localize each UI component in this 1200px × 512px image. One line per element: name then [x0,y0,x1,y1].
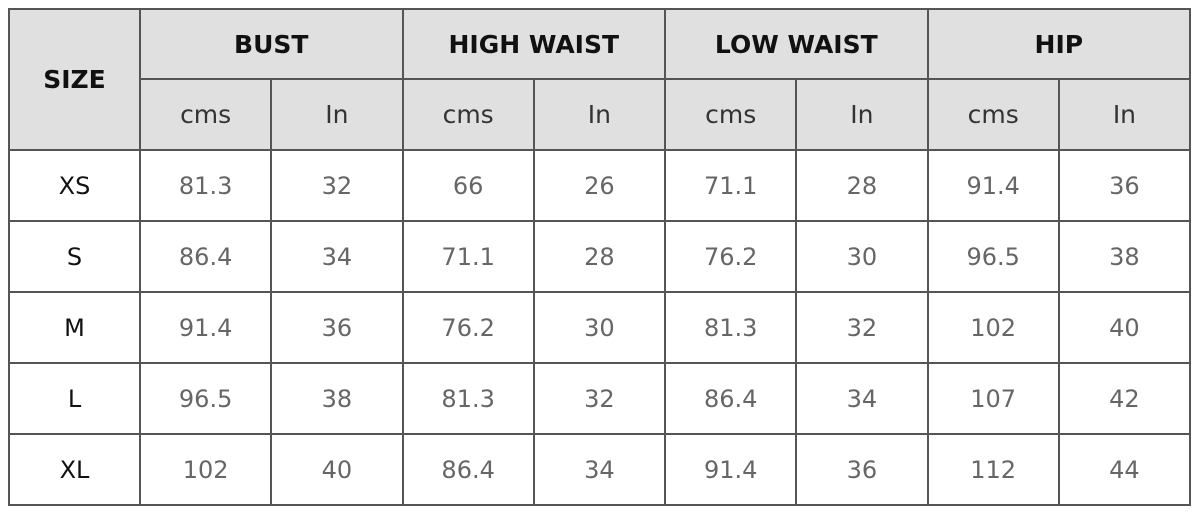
measure-cell: 30 [532,291,667,364]
measure-cell: 107 [926,362,1060,435]
measure-cell: 91.4 [138,291,273,364]
unit-header: In [270,78,404,151]
measure-cell: 30 [795,220,929,293]
table-row: S 86.4 34 71.1 28 76.2 30 96.5 38 [8,220,1192,293]
measure-cell: 44 [1057,433,1192,506]
size-cell: XS [8,149,141,222]
measure-cell: 32 [532,362,667,435]
measure-cell: 32 [795,291,929,364]
measure-cell: 81.3 [401,362,535,435]
size-cell: S [8,220,141,293]
measure-cell: 86.4 [138,220,273,293]
size-cell: XL [8,433,141,506]
measure-cell: 66 [401,149,535,222]
measure-cell: 26 [532,149,667,222]
measure-cell: 42 [1057,362,1192,435]
measure-cell: 96.5 [138,362,273,435]
unit-header: In [1057,78,1192,151]
measure-cell: 96.5 [926,220,1060,293]
measure-cell: 28 [795,149,929,222]
measure-cell: 34 [270,220,404,293]
measure-cell: 76.2 [664,220,798,293]
measure-cell: 38 [1057,220,1192,293]
measure-cell: 102 [926,291,1060,364]
measure-cell: 91.4 [926,149,1060,222]
measure-cell: 32 [270,149,404,222]
measure-cell: 86.4 [401,433,535,506]
table-row: XS 81.3 32 66 26 71.1 28 91.4 36 [8,149,1192,222]
group-header: HIP [926,8,1192,80]
measure-cell: 86.4 [664,362,798,435]
unit-header: In [532,78,667,151]
unit-header: cms [401,78,535,151]
measure-cell: 81.3 [664,291,798,364]
size-cell: L [8,362,141,435]
size-chart: SIZE BUST HIGH WAIST LOW WAIST HIP cms In cms I… [8,8,1192,506]
measure-cell: 36 [270,291,404,364]
size-header: SIZE [8,8,141,151]
table-body: XS 81.3 32 66 26 71.1 28 91.4 36 S 86.4 34 71.1 28 76.… [8,149,1192,506]
table-row: M 91.4 36 76.2 30 81.3 32 102 40 [8,291,1192,364]
measure-cell: 91.4 [664,433,798,506]
measure-cell: 76.2 [401,291,535,364]
measure-cell: 36 [1057,149,1192,222]
group-header: HIGH WAIST [401,8,667,80]
group-header: LOW WAIST [664,8,929,80]
group-header: BUST [139,8,404,80]
measure-cell: 112 [926,433,1060,506]
measure-cell: 71.1 [664,149,798,222]
measure-cell: 34 [532,433,667,506]
measure-cell: 38 [270,362,404,435]
unit-header: cms [138,78,273,151]
unit-header: cms [926,78,1060,151]
unit-header: In [795,78,929,151]
measure-cell: 81.3 [138,149,273,222]
unit-header: cms [664,78,798,151]
measure-cell: 40 [1057,291,1192,364]
measure-cell: 102 [138,433,273,506]
measure-cell: 36 [795,433,929,506]
measure-cell: 28 [532,220,667,293]
table-header: SIZE BUST HIGH WAIST LOW WAIST HIP cms In cms I… [8,8,1192,151]
measure-cell: 34 [795,362,929,435]
measure-cell: 40 [270,433,404,506]
table-row: L 96.5 38 81.3 32 86.4 34 107 42 [8,362,1192,435]
size-cell: M [8,291,141,364]
measure-cell: 71.1 [401,220,535,293]
table-row: XL 102 40 86.4 34 91.4 36 112 44 [8,433,1192,506]
